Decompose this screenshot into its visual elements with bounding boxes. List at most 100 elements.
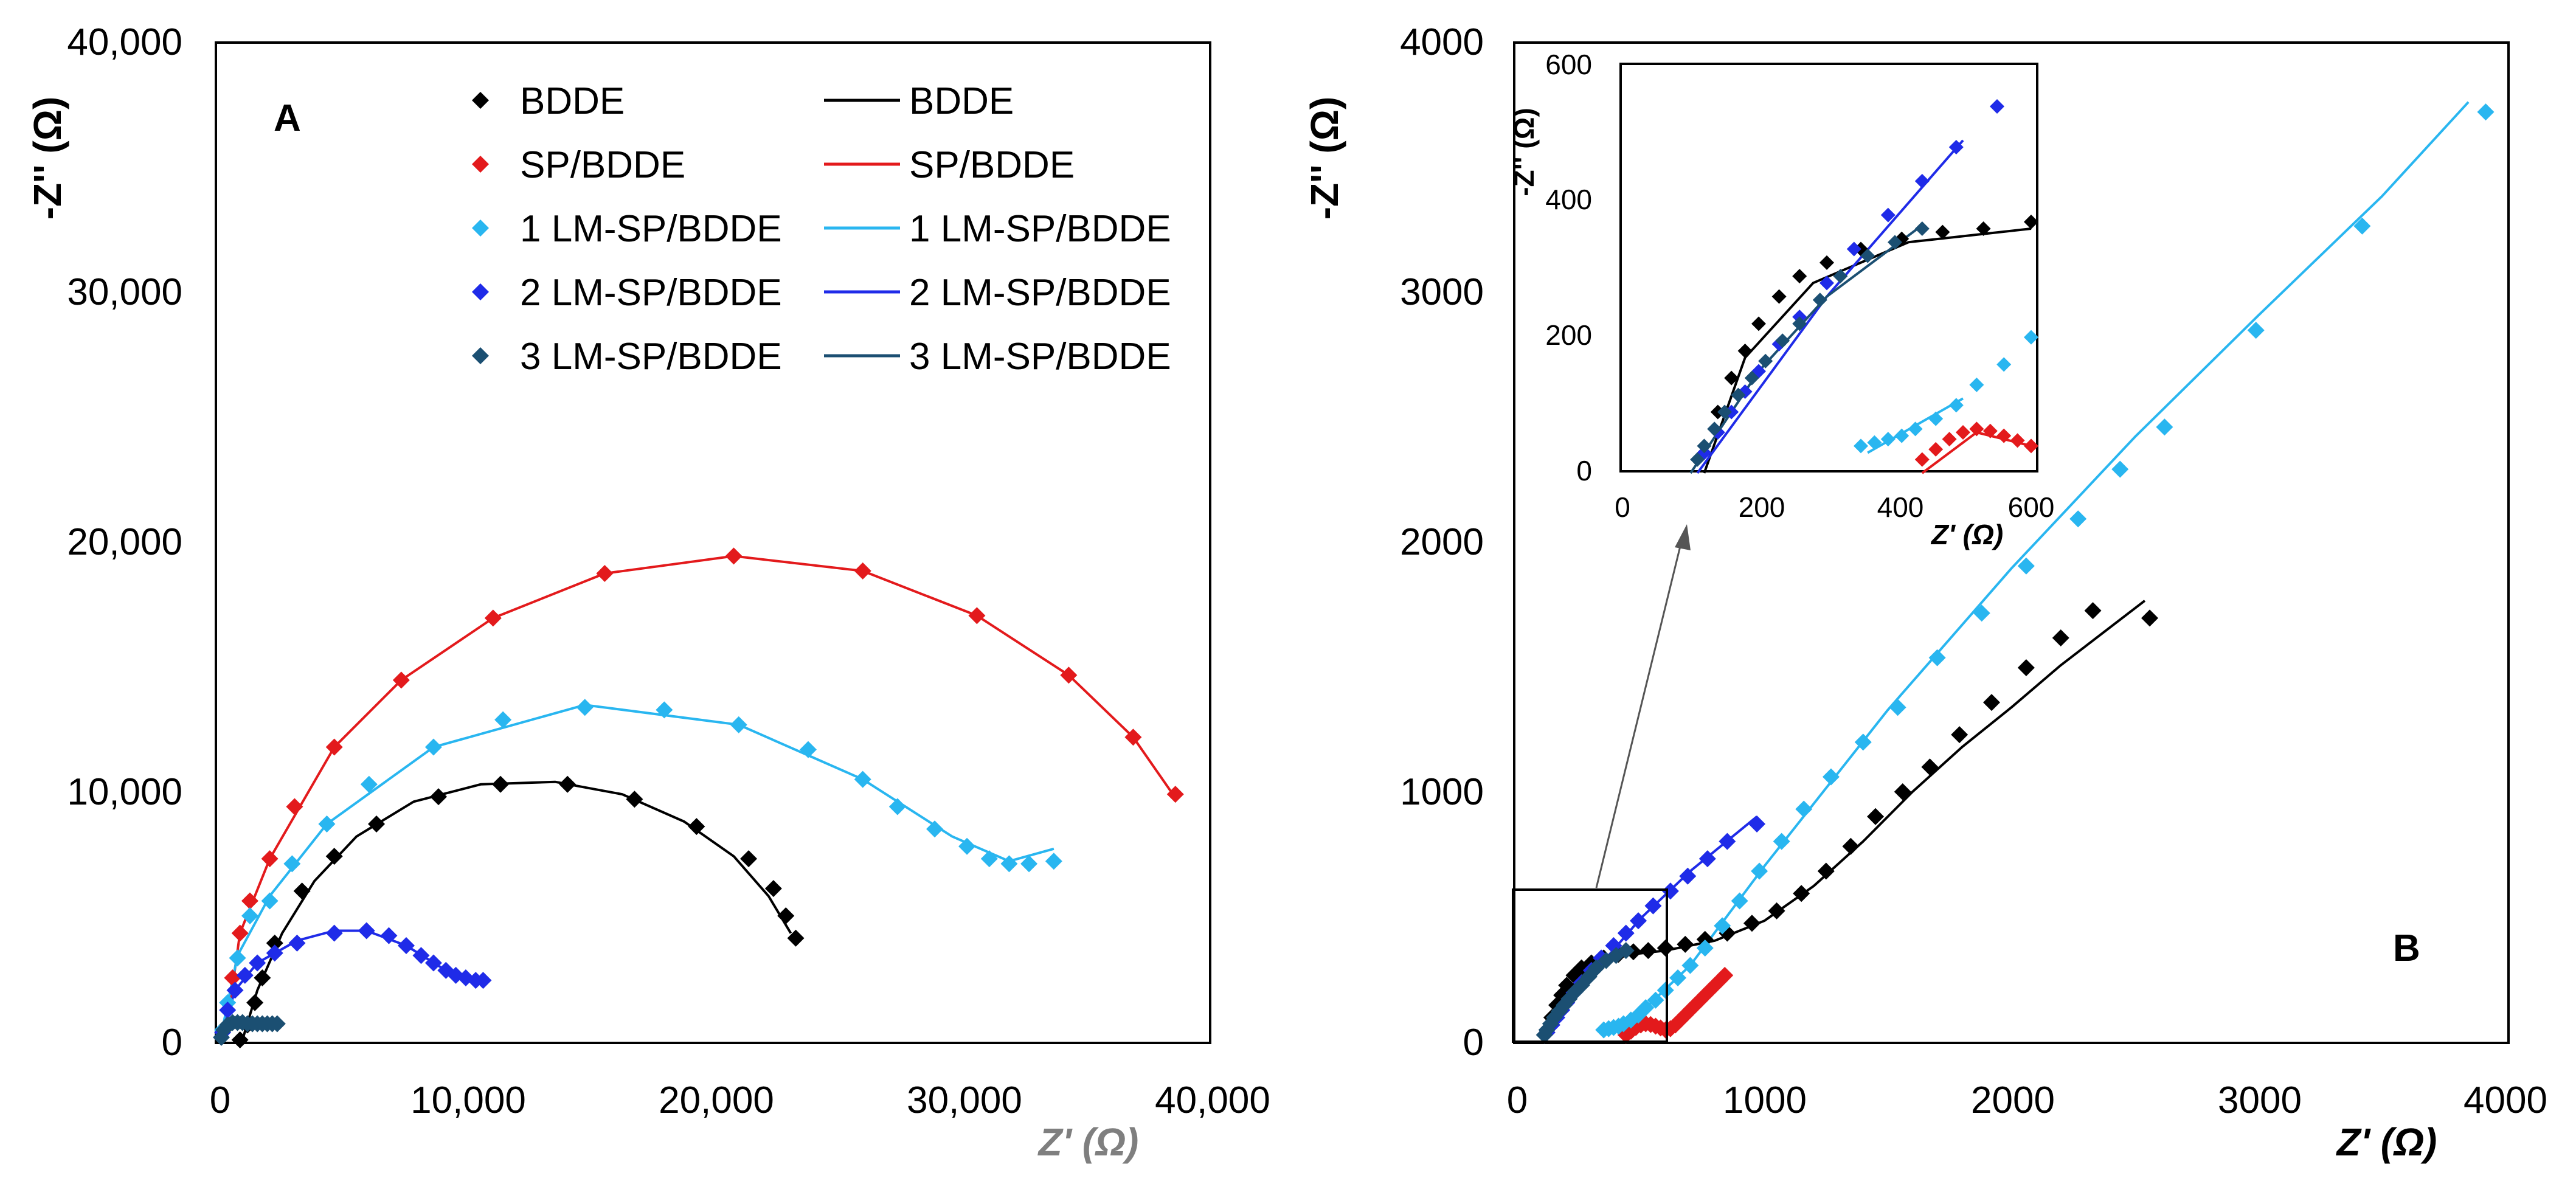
- panel-b-x-tick: 1000: [1723, 1079, 1807, 1121]
- panel-a-point-bdde: [764, 880, 782, 898]
- inset-point-2-lm-sp-bdde: [1846, 241, 1861, 257]
- panel-a-point-2-lm-sp-bdde: [236, 966, 254, 984]
- panel-b-point-1-lm-sp-bdde: [2247, 322, 2265, 339]
- inset-y-tick: 0: [1576, 455, 1592, 486]
- legend-marker-sp-bdde: [472, 156, 489, 173]
- panel-b-point-1-lm-sp-bdde: [2017, 557, 2035, 575]
- panel-a-point-2-lm-sp-bdde: [474, 972, 492, 989]
- panel-a-point-bdde: [688, 818, 705, 836]
- legend-marker-label: 2 LM-SP/BDDE: [520, 272, 782, 314]
- panel-a-x-tick: 10,000: [410, 1079, 526, 1121]
- legend-marker-2-lm-sp-bdde: [472, 283, 489, 300]
- inset-point-1-lm-sp-bdde: [2024, 330, 2038, 345]
- inset-point-3-lm-sp-bdde: [1758, 353, 1773, 369]
- inset-point-sp-bdde: [1928, 441, 1944, 457]
- panel-b-inset: 0 200 400 600 0 200 400 600 -Z'' (Ω) Z' …: [1508, 49, 2054, 550]
- inset-point-3-lm-sp-bdde: [1812, 293, 1827, 308]
- inset-point-bdde: [1724, 370, 1739, 386]
- panel-a-point-bdde: [787, 929, 805, 947]
- panel-a-point-1-lm-sp-bdde: [1000, 855, 1018, 873]
- panel-a-fit-line-bdde: [241, 780, 792, 1040]
- panel-b-point-2-lm-sp-bdde: [1644, 897, 1662, 915]
- inset-point-3-lm-sp-bdde: [1707, 421, 1722, 437]
- panel-b-point-bdde: [1817, 862, 1835, 880]
- inset-data-points: [1690, 99, 2038, 467]
- panel-a-x-tick-labels: 0 10,000 20,000 30,000 40,000: [210, 1079, 1270, 1121]
- legend-marker-label: 3 LM-SP/BDDE: [520, 336, 782, 378]
- panel-a-point-1-lm-sp-bdde: [958, 837, 976, 855]
- inset-point-1-lm-sp-bdde: [1894, 428, 1909, 443]
- panel-b-x-tick: 0: [1507, 1079, 1528, 1121]
- inset-point-1-lm-sp-bdde: [1996, 357, 2012, 372]
- panel-b-point-bdde: [1793, 885, 1810, 902]
- panel-b-point-2-lm-sp-bdde: [1679, 867, 1697, 885]
- panel-a-point-1-lm-sp-bdde: [424, 738, 442, 756]
- panel-a-point-sp-bdde: [1060, 666, 1078, 684]
- panel-a-point-bdde: [559, 775, 576, 793]
- panel-a-point-1-lm-sp-bdde: [494, 711, 512, 729]
- panel-a-label: A: [274, 97, 301, 139]
- panel-b-data-points: [1536, 103, 2495, 1044]
- panel-a-x-tick: 40,000: [1155, 1079, 1270, 1121]
- panel-a-point-1-lm-sp-bdde: [980, 850, 998, 868]
- panel-b-point-bdde: [1983, 694, 2000, 711]
- panel-a-point-1-lm-sp-bdde: [926, 820, 944, 838]
- panel-a-point-1-lm-sp-bdde: [656, 701, 673, 719]
- panel-b-point-1-lm-sp-bdde: [2156, 418, 2173, 436]
- panel-b-y-tick: 0: [1463, 1022, 1484, 1064]
- panel-a-point-1-lm-sp-bdde: [854, 770, 871, 788]
- panel-a-point-2-lm-sp-bdde: [219, 1002, 237, 1019]
- legend-marker-1-lm-sp-bdde: [472, 220, 489, 237]
- zoom-region-box: [1512, 888, 1668, 1043]
- panel-a-point-bdde: [430, 788, 448, 806]
- inset-point-1-lm-sp-bdde: [1908, 421, 1923, 437]
- panel-b-point-1-lm-sp-bdde: [2111, 460, 2129, 478]
- inset-point-3-lm-sp-bdde: [1860, 248, 1875, 263]
- panel-a-point-1-lm-sp-bdde: [799, 741, 817, 758]
- zoom-arrow: [1595, 533, 1684, 888]
- panel-a-y-tick: 20,000: [67, 521, 182, 563]
- panel-a-point-2-lm-sp-bdde: [288, 934, 306, 952]
- panel-a-point-2-lm-sp-bdde: [358, 922, 375, 940]
- panel-a-point-1-lm-sp-bdde: [576, 699, 594, 716]
- inset-point-3-lm-sp-bdde: [1888, 235, 1902, 250]
- legend-marker-label: 1 LM-SP/BDDE: [520, 208, 782, 250]
- inset-point-1-lm-sp-bdde: [1880, 432, 1896, 447]
- panel-b-point-1-lm-sp-bdde: [1637, 999, 1655, 1016]
- inset-point-2-lm-sp-bdde: [1948, 140, 1964, 154]
- inset-point-sp-bdde: [1996, 428, 2012, 443]
- panel-b-x-tick-labels: 0 1000 2000 3000 4000: [1507, 1079, 2547, 1121]
- legend-marker-label: BDDE: [520, 80, 625, 122]
- inset-point-sp-bdde: [1982, 423, 1998, 438]
- panel-b-point-bdde: [1677, 935, 1694, 953]
- panel-a-legend: BDDE SP/BDDE 1 LM-SP/BDDE 2 LM-SP/BDDE 3…: [472, 80, 1171, 378]
- panel-a-point-2-lm-sp-bdde: [412, 947, 430, 964]
- inset-point-sp-bdde: [2010, 433, 2025, 448]
- inset-y-tick: 200: [1545, 319, 1592, 351]
- panel-a-point-bdde: [740, 850, 758, 868]
- inset-point-sp-bdde: [2024, 438, 2038, 454]
- panel-a-x-tick: 0: [210, 1079, 230, 1121]
- legend-line-label: BDDE: [909, 80, 1014, 122]
- panel-a-point-1-lm-sp-bdde: [360, 775, 378, 793]
- panel-a-x-tick: 30,000: [907, 1079, 1022, 1121]
- panel-a-y-axis-label: -Z'' (Ω): [26, 97, 69, 220]
- inset-x-tick: 400: [1877, 491, 1924, 523]
- legend-line-label: SP/BDDE: [909, 144, 1075, 186]
- inset-x-tick-labels: 0 200 400 600: [1615, 491, 2054, 523]
- inset-point-bdde: [1751, 316, 1766, 331]
- panel-a-point-sp-bdde: [261, 850, 279, 868]
- panel-a-point-2-lm-sp-bdde: [249, 954, 266, 972]
- inset-y-tick: 400: [1545, 184, 1592, 215]
- panel-b-point-bdde: [2017, 659, 2035, 676]
- panel-b-y-tick-labels: 0 1000 2000 3000 4000: [1400, 21, 1484, 1064]
- inset-point-sp-bdde: [1956, 425, 1970, 440]
- inset-point-2-lm-sp-bdde: [1990, 99, 2004, 114]
- panel-b-point-bdde: [1921, 758, 1939, 776]
- panel-b-y-tick: 2000: [1400, 521, 1484, 563]
- panel-a-point-bdde: [266, 934, 283, 952]
- inset-point-3-lm-sp-bdde: [1792, 316, 1807, 331]
- inset-point-3-lm-sp-bdde: [1731, 387, 1746, 403]
- panel-b-x-tick: 4000: [2463, 1079, 2547, 1121]
